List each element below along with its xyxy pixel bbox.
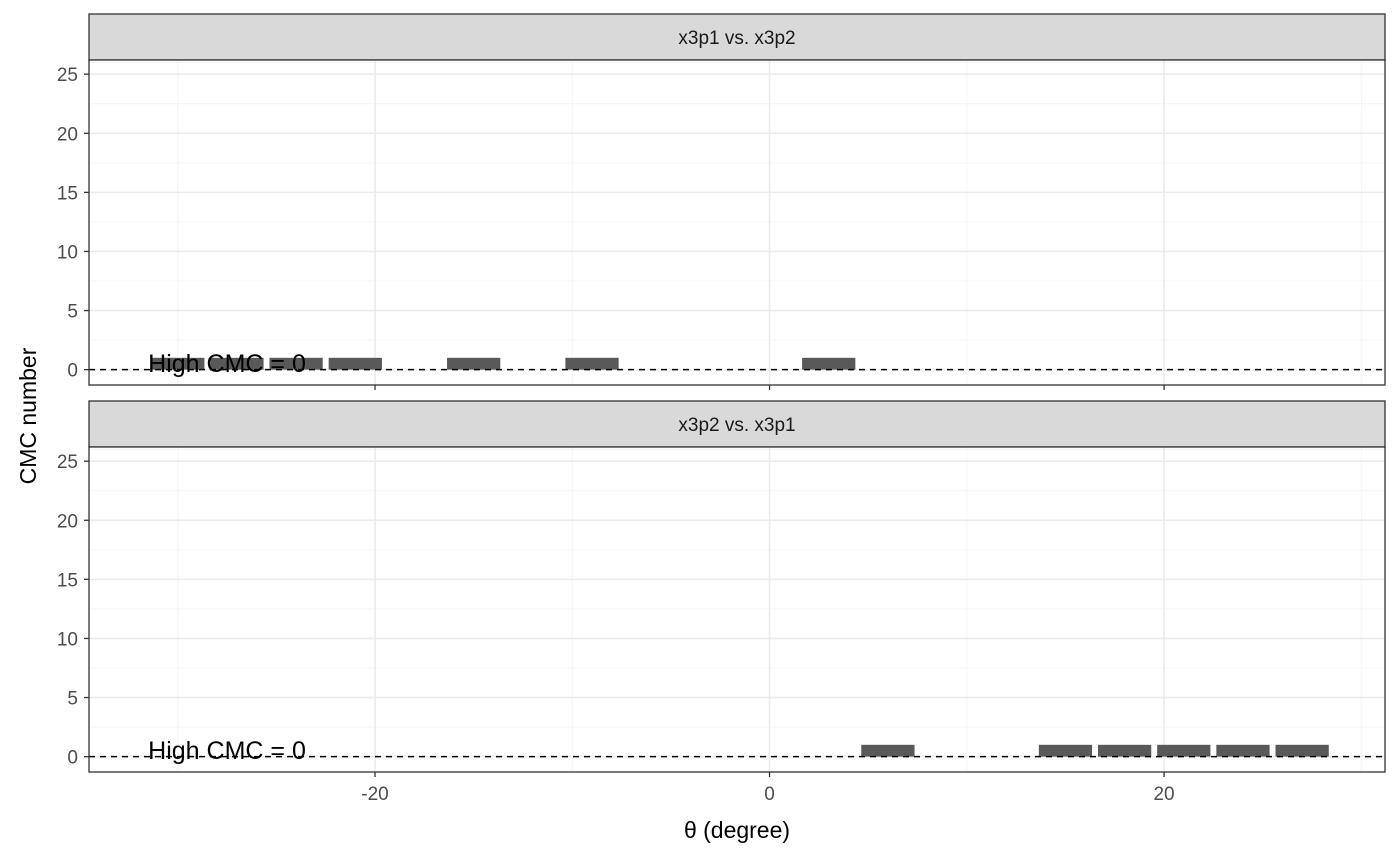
y-axis: 0 5 10 15 20 25 [57, 65, 89, 382]
gridlines [89, 447, 1385, 772]
y-tick-label: 15 [57, 570, 78, 591]
panel-strip-label: x3p1 vs. x3p2 [678, 28, 795, 49]
gridlines [89, 60, 1385, 385]
panel-strip [88, 400, 1386, 448]
y-axis: 0 5 10 15 20 25 [57, 452, 89, 769]
bar [269, 357, 323, 370]
panel-1: x3p1 vs. x3p2 High CMC = 0 0 5 10 15 20 25 [57, 13, 1386, 390]
bar [447, 357, 501, 370]
y-tick-label: 5 [67, 689, 78, 710]
y-tick-label: 10 [57, 629, 78, 650]
bar [1038, 744, 1093, 757]
y-tick-label: 0 [67, 361, 78, 382]
x-tick-label: 20 [1153, 784, 1174, 805]
x-tick-label: -20 [361, 784, 388, 805]
bar [1157, 744, 1211, 757]
plot-background [89, 60, 1385, 385]
bar [1275, 744, 1329, 757]
y-tick-label: 0 [67, 748, 78, 769]
y-tick-label: 20 [57, 511, 78, 532]
panel-2: x3p2 vs. x3p1 High CMC = 0 0 5 10 15 20 25 -20 0 2… [57, 400, 1386, 805]
bar [565, 357, 619, 370]
annotation-label: High CMC = 0 [148, 350, 306, 378]
panel-border [88, 59, 1386, 386]
panel-border [88, 446, 1386, 773]
y-tick-label: 5 [67, 302, 78, 323]
plot-background [89, 447, 1385, 772]
bars [861, 744, 1329, 757]
x-axis-title: θ (degree) [684, 817, 790, 843]
y-tick-label: 20 [57, 124, 78, 145]
y-tick-label: 25 [57, 452, 78, 473]
y-tick-label: 15 [57, 183, 78, 204]
bar [861, 744, 915, 757]
bar [210, 357, 264, 370]
x-tick-label: 0 [764, 784, 775, 805]
y-tick-label: 25 [57, 65, 78, 86]
bar [328, 357, 382, 370]
annotation-label: High CMC = 0 [148, 737, 306, 765]
bar [151, 357, 205, 370]
bars [151, 357, 856, 370]
x-axis: -20 0 20 [361, 772, 1175, 805]
y-tick-label: 10 [57, 242, 78, 263]
y-axis-title: CMC number [15, 347, 41, 484]
bar [802, 357, 856, 370]
bar [1097, 744, 1152, 757]
bar [1216, 744, 1270, 757]
panel-strip-label: x3p2 vs. x3p1 [678, 415, 795, 436]
panel-strip [88, 13, 1386, 61]
